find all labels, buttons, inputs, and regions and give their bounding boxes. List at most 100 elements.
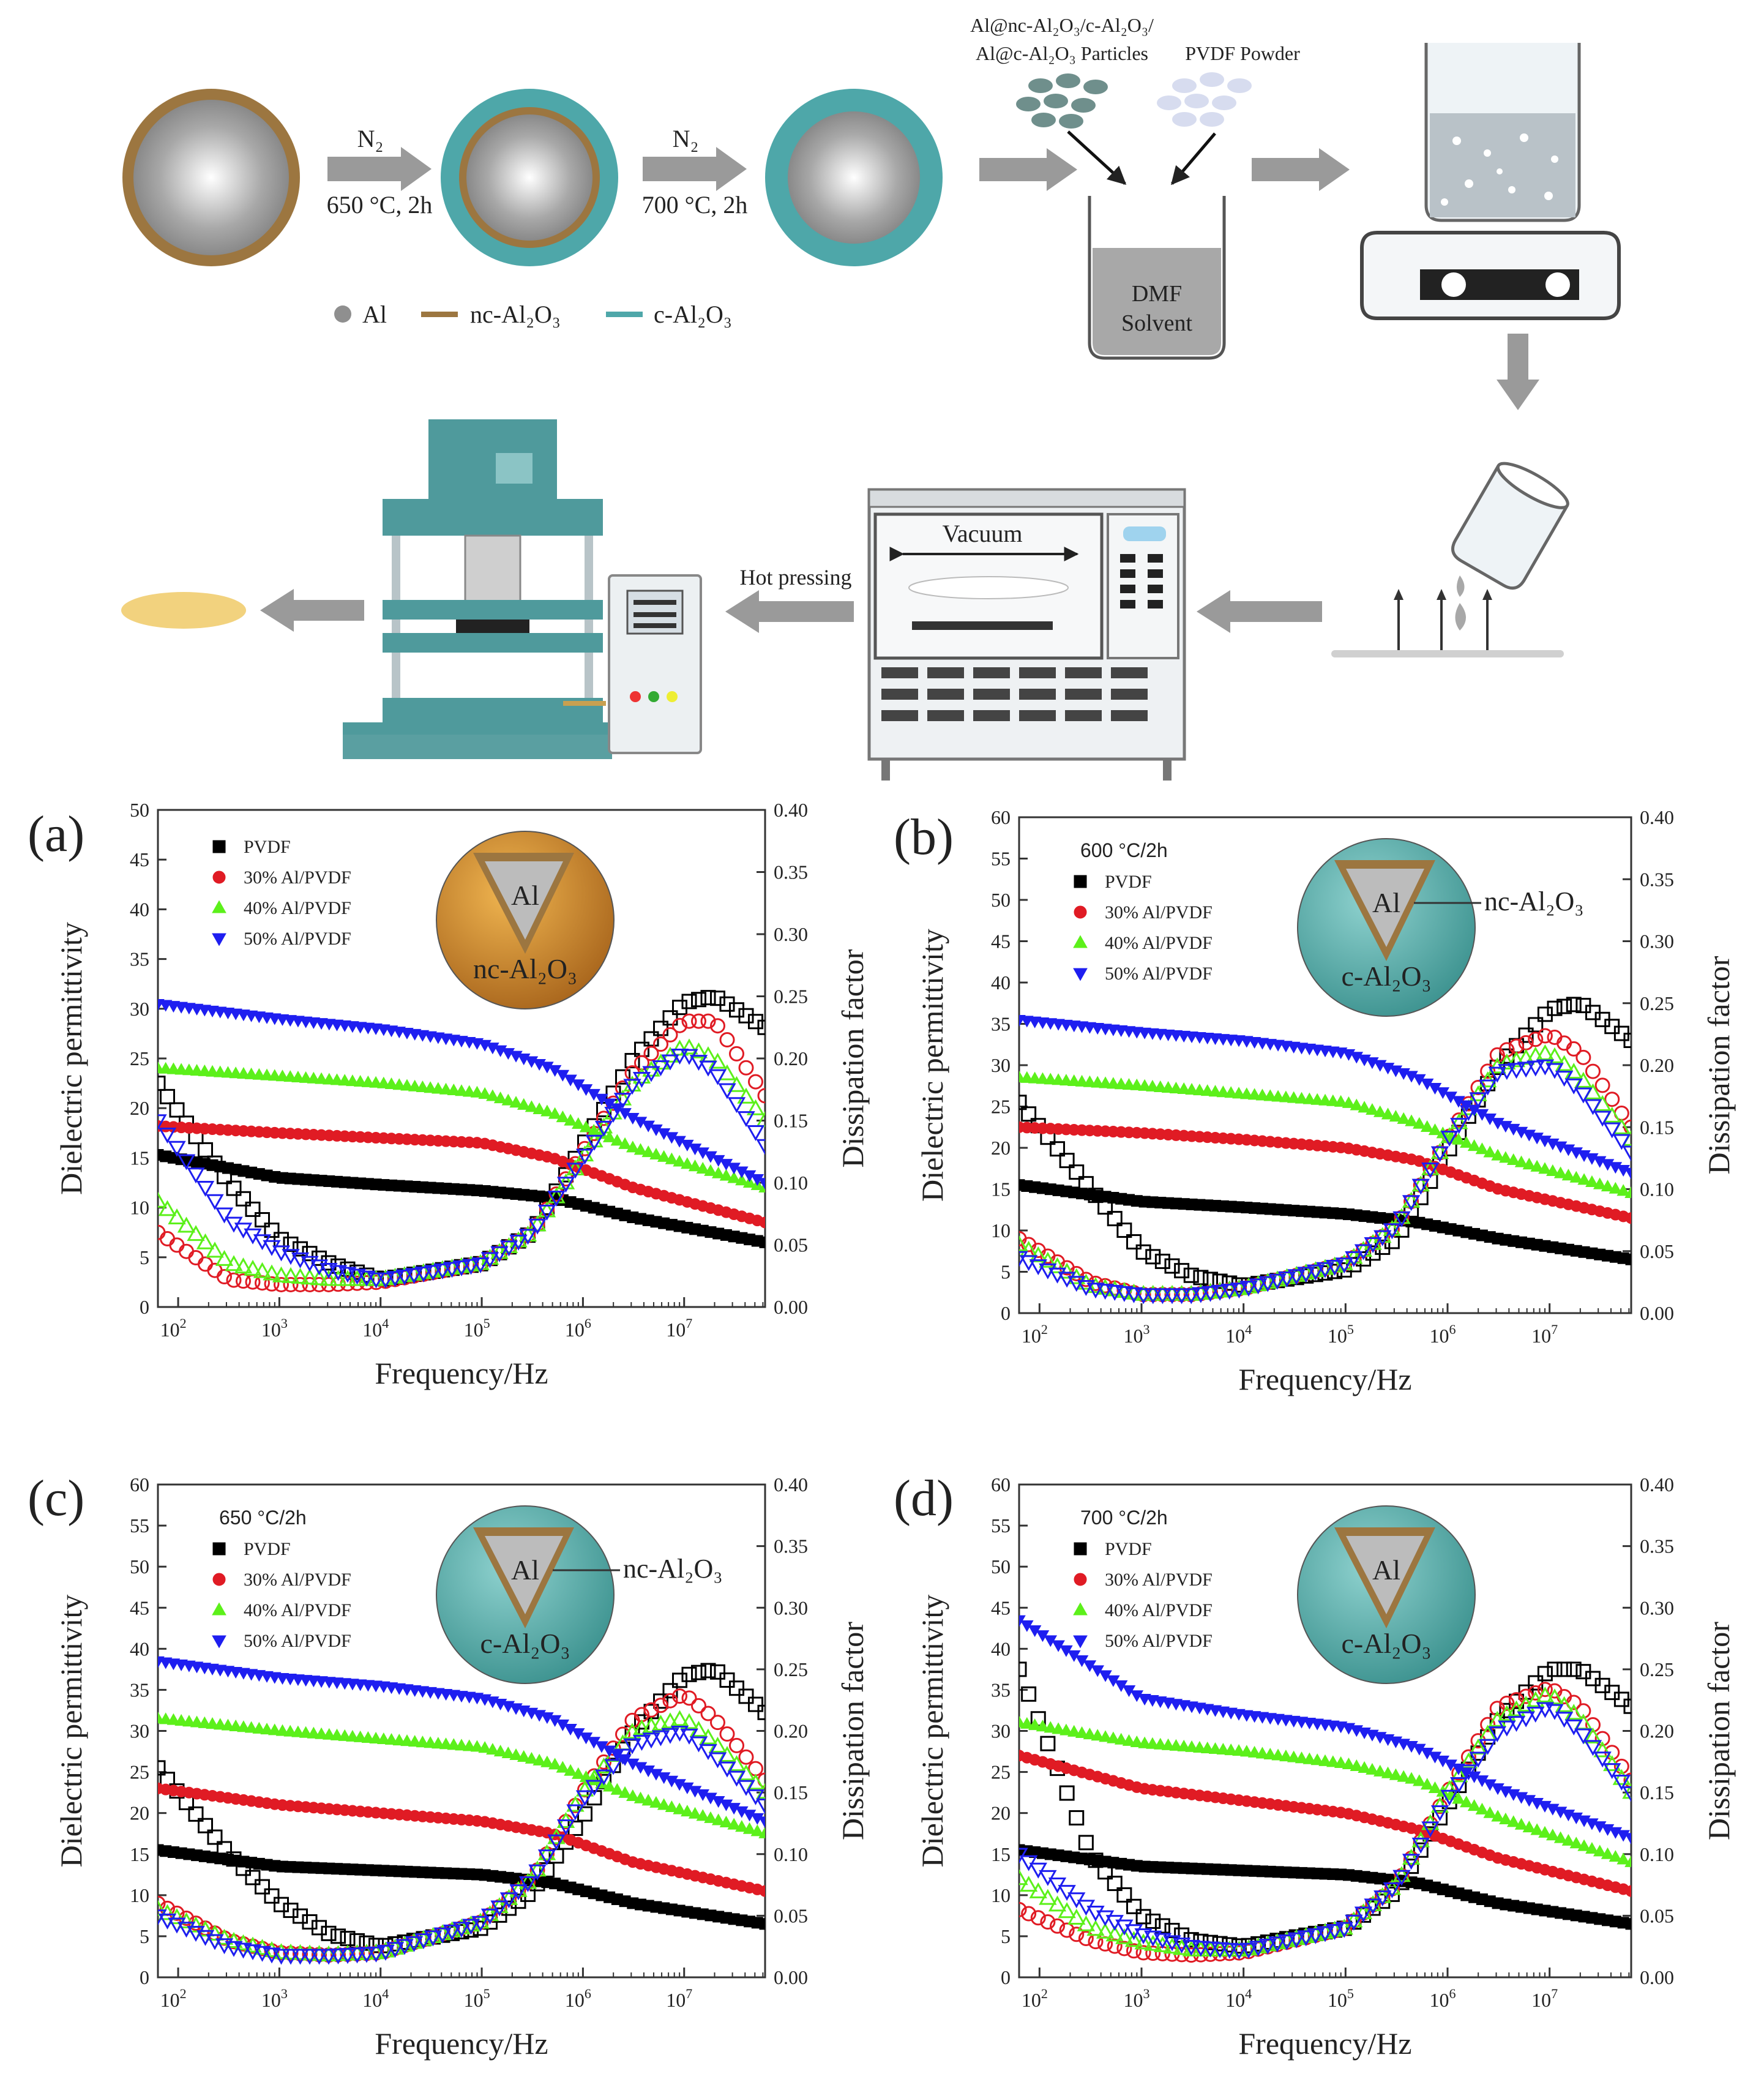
dissipation-point — [632, 1735, 651, 1751]
dissipation-point — [1547, 1000, 1563, 1016]
dissipation-point — [1346, 1257, 1362, 1273]
dissipation-point — [245, 1870, 261, 1885]
inset-shell-label: c-Al₂O₃ — [1341, 960, 1431, 992]
dissipation-point — [1622, 1783, 1631, 1799]
dissipation-point — [1059, 1153, 1075, 1169]
series-40-al-pvdf — [158, 1710, 765, 1961]
dissipation-point — [1566, 997, 1582, 1013]
x-tick-exponent: 3 — [281, 1316, 288, 1331]
y-left-tick-label: 10 — [130, 1197, 149, 1219]
dissipation-point — [462, 1259, 480, 1275]
x-tick-base: 10 — [1531, 1325, 1551, 1347]
y-left-axis-label: Dielectric permittivity — [54, 922, 88, 1195]
dissipation-point — [1392, 1870, 1411, 1886]
dissipation-point — [1566, 1661, 1582, 1677]
y-left-tick-label: 10 — [130, 1884, 149, 1906]
permittivity-point — [1358, 1761, 1371, 1773]
dissipation-point — [1421, 1821, 1440, 1838]
dissipation-point — [585, 1780, 604, 1796]
permittivity-point — [525, 1751, 539, 1764]
x-tick-exponent: 5 — [1347, 1986, 1354, 2001]
permittivity-point — [462, 1739, 476, 1751]
dissipation-point — [1086, 1283, 1105, 1299]
dissipation-point — [643, 1046, 659, 1062]
dissipation-point — [1373, 1890, 1392, 1907]
x-tick-label: 106 — [1430, 1322, 1456, 1347]
dissipation-point — [1459, 1764, 1478, 1781]
x-tick-label: 103 — [261, 1316, 288, 1341]
dissipation-point — [1509, 1692, 1524, 1708]
dissipation-point — [1499, 1695, 1515, 1711]
permittivity-point — [1624, 1167, 1631, 1180]
permittivity-point — [1107, 1731, 1120, 1743]
dissipation-point — [681, 1690, 697, 1706]
particle-al-nc-c-shell — [441, 89, 618, 266]
permittivity-point — [166, 1713, 181, 1725]
permittivity-point — [1522, 1821, 1536, 1833]
permittivity-point — [447, 1738, 461, 1750]
solvent-label-line2: Solvent — [1121, 310, 1193, 336]
dissipation-point — [1594, 1731, 1610, 1747]
permittivity-point — [1224, 1086, 1238, 1098]
permittivity-point — [1060, 1074, 1073, 1086]
permittivity-point — [1538, 1825, 1552, 1838]
y-left-tick-label: 0 — [1001, 1302, 1011, 1324]
dissipation-point — [217, 1841, 232, 1857]
y-left-tick-label: 25 — [130, 1761, 149, 1783]
dissipation-point — [291, 1268, 310, 1284]
y-left-tick-label: 15 — [130, 1843, 149, 1865]
permittivity-point — [338, 1729, 351, 1741]
chart-legend: PVDF 30% Al/PVDF 40% Al/PVDF 50% Al/PVDF — [1073, 1539, 1213, 1651]
permittivity-point — [1514, 1818, 1528, 1830]
dissipation-point — [1402, 1848, 1421, 1865]
y-left-tick-label: 20 — [991, 1137, 1011, 1159]
dissipation-point — [566, 1163, 585, 1179]
dissipation-point — [700, 1663, 716, 1679]
dissipation-point — [547, 1187, 566, 1204]
dissipation-point — [1430, 1805, 1449, 1822]
x-axis-label: Frequency/Hz — [1238, 2026, 1411, 2061]
permittivity-point — [1044, 1721, 1058, 1733]
dissipation-point — [1277, 1271, 1296, 1287]
permittivity-point — [330, 1073, 344, 1085]
permittivity-point — [735, 1820, 749, 1832]
permittivity-point — [1036, 1072, 1050, 1084]
plot-area — [158, 1656, 765, 1965]
dissipation-point — [1403, 1859, 1419, 1874]
dissipation-point — [253, 1262, 272, 1278]
dissipation-point — [1440, 1789, 1459, 1806]
dissipation-point — [1220, 1283, 1239, 1300]
x-tick-base: 10 — [1022, 1325, 1041, 1347]
dissipation-point — [729, 1046, 744, 1062]
permittivity-point — [213, 1065, 227, 1077]
x-tick-exponent: 6 — [1449, 1986, 1456, 2001]
dissipation-point — [547, 1834, 566, 1851]
x-tick-exponent: 5 — [484, 1986, 490, 2001]
permittivity-point — [610, 1134, 624, 1146]
dissipation-point — [217, 1269, 232, 1285]
y-left-axis-label: Dielectric permittivity — [915, 929, 949, 1202]
dissipation-point — [757, 1088, 765, 1104]
dissipation-point — [518, 1225, 537, 1241]
permittivity-point — [1318, 1754, 1332, 1766]
dissipation-point — [594, 1769, 613, 1786]
step2-gas-label: N₂ — [673, 125, 699, 152]
permittivity-point — [1593, 1177, 1607, 1189]
x-tick-base: 10 — [261, 1989, 281, 2011]
permittivity-point — [1154, 1080, 1167, 1092]
dissipation-point — [737, 1780, 755, 1796]
x-tick-label: 104 — [362, 1986, 389, 2011]
permittivity-point — [657, 1798, 671, 1810]
x-tick-base: 10 — [1328, 1989, 1347, 2011]
dissipation-point — [236, 1860, 251, 1876]
permittivity-point — [1373, 1764, 1387, 1777]
permittivity-point — [711, 1813, 725, 1825]
x-tick-base: 10 — [1225, 1325, 1245, 1347]
permittivity-point — [462, 1085, 476, 1097]
permittivity-point — [198, 1716, 212, 1728]
particles-cluster: Al@nc-Al₂O₃/c-Al₂O₃/ Al@c-Al₂O₃ Particle… — [970, 14, 1154, 185]
dissipation-point — [547, 1191, 566, 1207]
y-left-tick-label: 5 — [1001, 1925, 1011, 1947]
dissipation-point — [719, 1726, 735, 1742]
permittivity-point — [1389, 1768, 1403, 1780]
